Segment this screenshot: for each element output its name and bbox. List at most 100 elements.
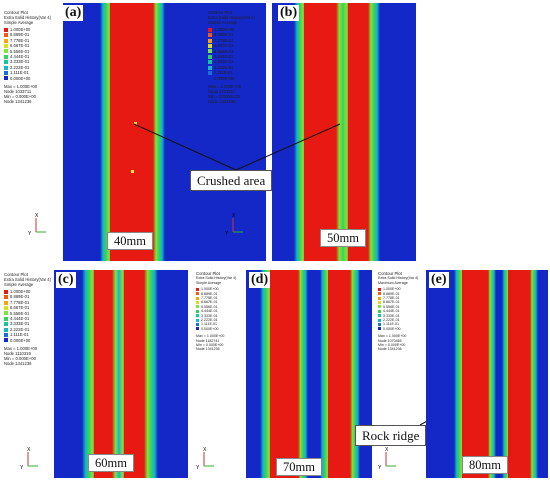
legend-value: 1.111E-01 [201,322,218,327]
legend-entry: 5.556E-01 [378,305,426,309]
band-edge-right [368,3,380,261]
legend-entry: 8.889E-01 [4,32,62,37]
legend-value: 3.333E-01 [214,59,234,65]
legend-swatch [208,38,212,43]
legend-value: 5.556E-01 [201,304,218,309]
legend-max: Max = 1.000E+00 [196,334,225,339]
legend-value: 7.778E-01 [10,37,30,43]
legend-entry: 1.000E+00 [208,27,268,32]
legend-entry: 0.000E+00 [378,327,426,331]
legend: Contour Plot Extra Solid History(Var 4) … [378,271,426,352]
legend-max: Max = 1.000E+00 [208,83,242,89]
legend-swatch [378,305,381,309]
crushed-band [110,3,155,261]
legend: Contour Plot Extra Solid History(Var 4) … [4,272,56,366]
ridge-edge [488,270,496,478]
legend-entry: 1.111E-01 [378,322,426,326]
legend-entry: 5.556E-01 [4,311,56,316]
legend-entry: 0.000E+00 [4,338,56,343]
legend-swatch [4,65,8,70]
legend-entry: 5.556E-01 [4,49,62,54]
crushed-band [270,270,300,478]
legend-swatch [378,300,381,304]
legend-value: 5.556E-01 [10,310,30,316]
legend-swatch [378,322,381,326]
legend-swatch [4,71,8,76]
legend-subtitle: Simple Average [208,20,238,25]
legend-swatch [208,71,212,76]
legend-swatch [4,76,8,81]
legend-node: Node 1341236 [378,347,402,352]
legend-entry: 4.444E-01 [4,54,62,59]
legend-value: 8.889E-01 [214,32,234,38]
legend-entry: 8.889E-01 [196,292,246,296]
axis-y-label: Y [196,465,200,471]
legend-node: Node 1341236 [4,360,32,366]
axis-triad: X Y [28,213,46,237]
legend-value: 3.333E-01 [201,313,218,318]
band-edge-right [153,3,165,261]
legend-value: 1.000E+00 [10,27,31,32]
band-edge-right [530,270,538,478]
crushed-band [462,270,490,478]
panel-b: (b) 50mm [272,0,550,262]
legend-value: 5.556E-01 [214,48,234,54]
legend-swatch [208,65,212,70]
legend: Contour Plot Extra Solid History(Var 4) … [208,10,268,104]
legend-value: 7.778E-01 [214,37,234,43]
legend-min: Min = 0.000E+00 [4,93,36,99]
legend-value: 3.333E-01 [10,321,30,327]
legend-scale: 1.000E+00 8.889E-01 7.778E-01 6.667E-01 5.55… [4,27,62,81]
legend-swatch [4,338,8,343]
axis-y-label: Y [378,465,382,471]
legend-swatch [208,27,212,32]
legend-value: 1.000E+00 [214,27,235,32]
legend: Contour Plot Extra Solid History(Var 4) … [4,10,62,104]
legend-swatch [196,327,199,331]
legend-entry: 3.333E-01 [208,59,268,64]
axis-y-label: Y [28,231,32,237]
ridge-edge [502,270,510,478]
legend-value: 2.222E-01 [10,326,30,332]
legend-value: 2.222E-01 [214,64,234,70]
legend-entry: 7.778E-01 [4,300,56,305]
legend-value: 1.000E+00 [201,287,219,292]
legend-swatch [4,60,8,65]
legend-entry: 6.667E-01 [4,43,62,48]
rock-ridge [308,270,322,478]
band-edge-left [260,270,272,478]
legend-subtitle: Extra Solid History(Var 4) [378,276,419,281]
legend-subtitle: Extra Solid History(Var 4) [196,276,237,281]
legend-subtitle: Extra Solid History(Var 4) [4,15,51,20]
legend-node: Node 1173157 [208,88,236,94]
legend-entry: 6.667E-01 [378,300,426,304]
legend-title: Contour Plot [378,271,402,276]
legend-scale: 1.000E+00 8.889E-01 7.778E-01 6.667E-01 5.55… [208,27,268,81]
legend-node: Node 1070465 [378,338,402,343]
crushed-band [124,270,146,478]
legend-swatch [4,54,8,59]
crushed-speck [134,122,137,125]
legend-scale: 1.000E+00 8.889E-01 7.778E-01 6.667E-01 5.55… [378,287,426,331]
legend-swatch [378,292,381,296]
legend-min: Min = 0.000E+00 [4,355,36,361]
legend-swatch [4,295,8,300]
legend-value: 5.556E-01 [10,48,30,54]
legend-entry: 1.000E+00 [378,287,426,291]
legend-value: 1.111E-01 [10,70,29,76]
band-edge-left [82,270,96,478]
legend-entry: 7.778E-01 [196,296,246,300]
legend-swatch [208,33,212,38]
legend-scale: 1.000E+00 8.889E-01 7.778E-01 6.667E-01 5.55… [4,289,56,343]
rock-ridge [496,270,504,478]
legend-value: 7.778E-01 [10,299,30,305]
legend-subtitle: Maximum Average [378,280,408,285]
crushed-band [348,3,370,261]
legend-value: 1.000E+00 [10,289,31,294]
crushed-band [328,270,352,478]
legend-entry: 4.444E-01 [196,309,246,313]
legend-value: 4.444E-01 [10,53,30,59]
legend-entry: 1.000E+00 [196,287,246,291]
legend-value: 0.000E+00 [10,75,31,81]
legend-scale: 1.000E+00 8.889E-01 7.778E-01 6.667E-01 5.55… [196,287,246,331]
